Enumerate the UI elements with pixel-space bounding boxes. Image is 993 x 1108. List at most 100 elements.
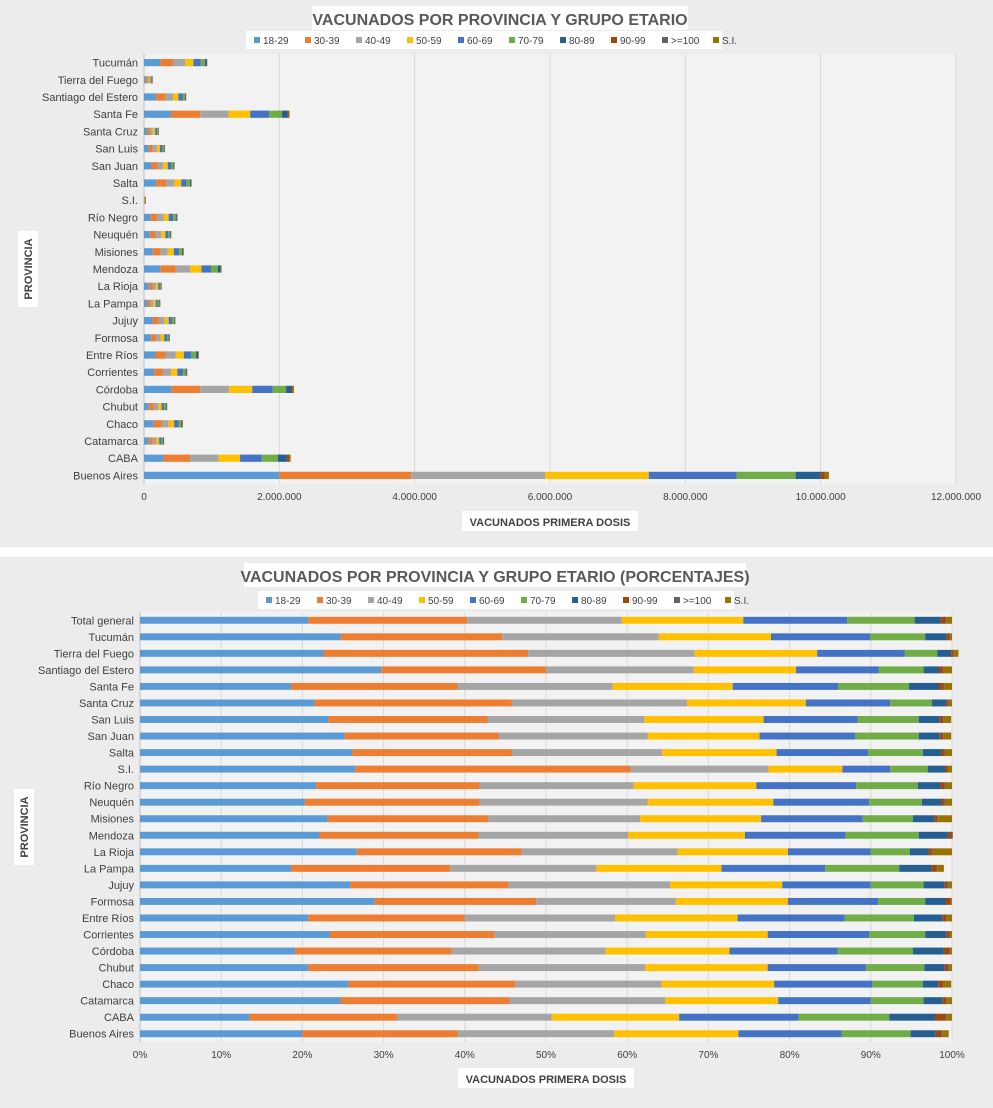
bar-segment-salta-80-89 <box>190 179 192 187</box>
bar-segment-corrientes-40-49 <box>162 368 172 376</box>
bar-segment-san-juan-80-89 <box>918 732 940 740</box>
legend-label-18-29: 18-29 <box>263 36 289 47</box>
bar-segment-santa-cruz-70-79 <box>890 699 932 707</box>
bar-segment-tucumán-40-49 <box>502 633 659 641</box>
bar-segment-salta-80-89 <box>922 749 942 757</box>
bar-segment-misiones-60-69 <box>761 815 863 823</box>
bar-segment-caba-30-39 <box>163 454 191 462</box>
legend-label-50-59: 50-59 <box>416 36 442 47</box>
bar-segment-tierra-del-fuego-60-69 <box>817 649 905 657</box>
chart-panel-counts: VACUNADOS POR PROVINCIA Y GRUPO ETARIO 18… <box>0 0 993 547</box>
legend-swatch-s-i <box>713 37 719 43</box>
bar-segment-buenos-aires-18-29 <box>140 1030 303 1038</box>
bar-segment-tucumán-50-59 <box>185 58 194 67</box>
chart-title: VACUNADOS POR PROVINCIA Y GRUPO ETARIO (… <box>240 569 749 586</box>
bar-segment-tierra-del-fuego-30-39 <box>145 76 148 84</box>
bar-segment-entre-ríos-gte-100 <box>946 914 948 922</box>
bar-segment-la-pampa-90-99 <box>931 864 937 872</box>
bar-segment-formosa-s-i <box>951 897 952 905</box>
category-label-catamarca: Catamarca <box>84 436 139 448</box>
bar-segment-mendoza-30-39 <box>160 265 176 273</box>
bar-segment-jujuy-gte-100 <box>947 881 949 889</box>
bar-segment-tucumán-18-29 <box>144 58 161 67</box>
bar-segment-corrientes-18-29 <box>140 931 331 938</box>
category-label-río-negro: Río Negro <box>84 781 134 793</box>
bar-segment-córdoba-70-79 <box>272 385 287 394</box>
bar-segment-río-negro-80-89 <box>175 213 177 222</box>
bar-segment-san-luis-60-69 <box>159 144 163 153</box>
legend-label-30-39: 30-39 <box>326 596 352 607</box>
bar-segment-río-negro-40-49 <box>479 782 634 790</box>
bar-segment-tierra-del-fuego-18-29 <box>140 649 324 657</box>
category-label-salta: Salta <box>113 178 139 190</box>
bar-segment-san-luis-70-79 <box>857 716 919 723</box>
bar-segment-santiago-del-estero-18-29 <box>140 666 382 674</box>
bar-segment-misiones-s-i <box>938 815 952 823</box>
bar-segment-río-negro-70-79 <box>173 213 176 222</box>
bar-segment-la-pampa-40-49 <box>150 299 154 308</box>
bar-segment-chaco-70-79 <box>178 420 182 428</box>
bar-segment-la-rioja-70-79 <box>870 848 910 856</box>
bar-segment-tucumán-18-29 <box>140 633 341 641</box>
category-label-mendoza: Mendoza <box>93 264 139 276</box>
bar-segment-chubut-40-49 <box>153 402 159 411</box>
bar-segment-santa-cruz-18-29 <box>140 699 315 707</box>
bar-segment-catamarca-70-79 <box>161 437 163 445</box>
bar-segment-jujuy-s-i <box>948 881 952 889</box>
bar-segment-misiones-70-79 <box>862 815 914 823</box>
bar-segment-santa-fe-60-69 <box>732 682 839 690</box>
bar-segment-santa-cruz-18-29 <box>144 127 148 136</box>
bar-segment-catamarca-60-69 <box>159 437 162 445</box>
bar-segment-mendoza-30-39 <box>319 831 479 839</box>
legend-swatch-80-89 <box>572 597 578 603</box>
bar-segment-neuquén-80-89 <box>921 798 942 806</box>
bar-segment-corrientes-80-89 <box>185 368 187 376</box>
bar-segment-la-pampa-s-i <box>937 864 944 872</box>
category-label-san-juan: San Juan <box>92 161 138 173</box>
bar-segment-formosa-gte-100 <box>950 897 952 905</box>
legend-swatch-90-99 <box>611 37 617 43</box>
bar-segment-corrientes-30-39 <box>154 368 163 376</box>
bar-segment-san-juan-18-29 <box>144 162 152 170</box>
bar-segment-tierra-del-fuego-50-59 <box>149 76 151 84</box>
bar-segment-la-rioja-60-69 <box>158 282 160 290</box>
bar-segment-santa-fe-s-i <box>944 682 952 690</box>
bar-segment-san-luis-30-39 <box>328 716 488 723</box>
bar-segment-salta-40-49 <box>511 749 663 757</box>
category-label-córdoba: Córdoba <box>96 384 139 396</box>
bar-segment-neuquén-18-29 <box>140 798 305 806</box>
bar-segment-santa-fe-18-29 <box>144 110 172 118</box>
bar-segment-la-pampa-60-69 <box>155 299 158 308</box>
bar-segment-misiones-50-59 <box>167 248 174 256</box>
bar-segment-caba-90-99 <box>934 1013 946 1021</box>
bar-segment-jujuy-80-89 <box>174 316 175 325</box>
bar-segment-la-pampa-gte-100 <box>936 864 938 872</box>
bar-segment-catamarca-gte-100 <box>946 997 948 1005</box>
bar-segment-la-rioja-60-69 <box>787 848 871 856</box>
legend-swatch-90-99 <box>623 597 629 603</box>
bar-segment-caba-40-49 <box>397 1013 552 1021</box>
category-label-salta: Salta <box>109 748 135 760</box>
bar-segment-corrientes-90-99 <box>946 931 950 938</box>
legend-label-70-79: 70-79 <box>518 36 544 47</box>
bar-segment-catamarca-80-89 <box>162 437 164 445</box>
category-label-s-i: S.I. <box>117 764 134 776</box>
bar-segment-mendoza-70-79 <box>845 831 919 839</box>
bar-segment-chaco-70-79 <box>872 980 923 988</box>
bar-segment-salta-70-79 <box>186 179 191 187</box>
x-tick-label: 20% <box>292 1050 312 1061</box>
bar-segment-buenos-aires-gte-100 <box>941 1030 943 1038</box>
bar-segment-córdoba-30-39 <box>171 385 201 394</box>
bar-segment-tierra-del-fuego-70-79 <box>904 649 938 657</box>
bar-segment-misiones-70-79 <box>179 248 182 256</box>
legend-label-90-99: 90-99 <box>620 36 646 47</box>
bar-segment-santa-fe-s-i <box>288 110 290 118</box>
bar-segment-neuquén-40-49 <box>155 230 162 239</box>
bar-segment-caba-s-i <box>946 1013 952 1021</box>
bar-segment-salta-gte-100 <box>944 749 946 757</box>
bar-segment-catamarca-18-29 <box>140 997 341 1005</box>
category-label-corrientes: Corrientes <box>87 367 138 379</box>
bar-segment-entre-ríos-18-29 <box>144 351 156 359</box>
legend-swatch-60-69 <box>470 597 476 603</box>
bar-segment-entre-ríos-30-39 <box>155 351 166 359</box>
